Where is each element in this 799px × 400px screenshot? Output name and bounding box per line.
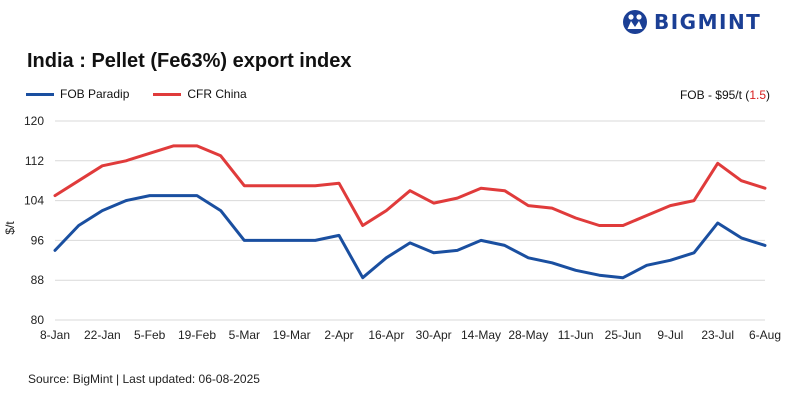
y-tick-label: 104 [24,194,44,208]
x-tick-label: 19-Mar [273,328,311,342]
x-tick-label: 16-Apr [368,328,404,342]
price-note: FOB - $95/t (1.5) [680,88,770,102]
x-tick-label: 19-Feb [178,328,216,342]
legend-label-cfr: CFR China [187,87,247,101]
legend-swatch-cfr [153,92,182,96]
y-tick-label: 112 [25,154,44,168]
grid-layer [55,120,765,321]
x-tick-label: 14-May [461,328,501,342]
x-tick-label: 6-Aug [749,328,781,342]
price-note-suffix: ) [766,88,770,102]
x-tick-label: 22-Jan [84,328,121,342]
x-tick-labels: 8-Jan 22-Jan 5-Feb 19-Feb 5-Mar 19-Mar 2-Apr 16… [40,328,781,342]
y-tick-label: 120 [24,114,44,128]
x-tick-label: 11-Jun [558,328,594,342]
y-tick-label: 80 [31,313,45,327]
series-line-fob[interactable] [53,194,767,280]
y-tick-labels: 80 88 96 104 112 120 [24,114,44,327]
y-axis-label: $/t [3,221,17,235]
x-tick-label: 2-Apr [324,328,353,342]
price-change-value: 1.5 [749,88,766,102]
chart-title: India : Pellet (Fe63%) export index [27,50,352,72]
x-tick-label: 8-Jan [40,328,70,342]
series-line-cfr[interactable] [53,144,767,227]
brand-name: BIGMINT [654,10,762,34]
legend-label-fob: FOB Paradip [60,87,130,101]
source-note: Source: BigMint | Last updated: 06-08-20… [28,372,260,386]
price-note-prefix: FOB - $95/t ( [679,88,750,102]
x-tick-label: 5-Mar [229,328,260,342]
y-tick-label: 96 [31,233,45,247]
legend-item-cfr[interactable]: CFR China [153,87,247,101]
x-tick-label: 5-Feb [134,328,166,342]
x-tick-label: 23-Jul [701,328,734,342]
x-tick-label: 9-Jul [657,328,683,342]
legend-swatch-fob [26,92,54,96]
x-tick-label: 25-Jun [605,328,642,342]
bigmint-logo-icon [623,10,647,34]
series-layer [53,144,767,280]
x-tick-label: 28-May [508,328,548,342]
y-tick-label: 88 [31,273,45,287]
chart-legend: FOB Paradip CFR China [26,87,271,101]
x-tick-label: 30-Apr [416,328,452,342]
brand-logo: BIGMINT [622,6,761,38]
legend-item-fob[interactable]: FOB Paradip [26,87,129,101]
